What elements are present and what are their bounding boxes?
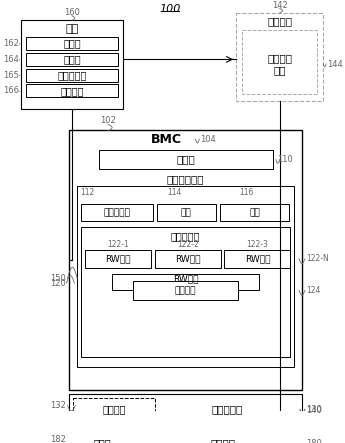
Text: 内核: 内核	[181, 208, 192, 217]
Text: 服务模块: 服务模块	[175, 286, 196, 295]
Text: 132: 132	[50, 401, 66, 410]
Bar	[81, 204, 153, 221]
Text: 180: 180	[306, 439, 322, 443]
Text: 主机: 主机	[65, 24, 79, 34]
Bar	[236, 13, 323, 101]
Text: 102: 102	[100, 116, 116, 125]
Text: RW分区: RW分区	[173, 275, 198, 284]
Text: 根文件系统: 根文件系统	[171, 231, 200, 241]
Text: RW分区: RW分区	[245, 254, 270, 264]
Text: BMC: BMC	[151, 133, 182, 146]
Text: 162: 162	[3, 39, 19, 48]
Text: 130: 130	[306, 405, 322, 414]
Text: 122-2: 122-2	[177, 240, 198, 249]
Text: 122-N: 122-N	[306, 254, 328, 264]
Bar	[21, 20, 123, 109]
Bar	[26, 37, 118, 50]
Text: 144: 144	[327, 59, 343, 69]
Text: 更新部署
代理: 更新部署 代理	[267, 53, 292, 75]
Bar	[26, 53, 118, 66]
Bar	[73, 432, 131, 443]
Bar	[225, 249, 290, 268]
Text: 100: 100	[159, 4, 181, 14]
Text: 122-1: 122-1	[107, 240, 129, 249]
Bar	[112, 274, 259, 291]
Text: 122-3: 122-3	[246, 240, 268, 249]
Text: 易失存储器: 易失存储器	[212, 404, 243, 414]
Text: 150: 150	[50, 274, 66, 283]
Bar	[26, 85, 118, 97]
Bar	[151, 432, 295, 443]
Text: 配置: 配置	[249, 208, 260, 217]
Text: 120: 120	[50, 279, 66, 288]
Bar	[242, 30, 317, 94]
Text: 通信连接: 通信连接	[60, 86, 83, 96]
Bar	[155, 249, 220, 268]
Text: 计算设备: 计算设备	[267, 16, 292, 26]
Text: 存储器: 存储器	[63, 54, 81, 64]
Text: 165: 165	[3, 70, 19, 80]
Text: 164: 164	[3, 55, 19, 64]
Text: RW分区: RW分区	[175, 254, 200, 264]
Text: 112: 112	[80, 189, 94, 198]
Bar	[99, 150, 273, 169]
Text: 处理器: 处理器	[63, 39, 81, 49]
Bar	[81, 227, 290, 357]
Bar	[73, 398, 155, 420]
Bar	[69, 429, 302, 443]
Bar	[220, 204, 289, 221]
Text: 非易失存储器: 非易失存储器	[167, 174, 205, 184]
Bar	[157, 204, 216, 221]
Text: 142: 142	[272, 1, 287, 10]
Text: 140: 140	[306, 406, 322, 415]
Bar	[69, 130, 302, 390]
Text: 更新分区: 更新分区	[102, 404, 126, 414]
Text: 虚拟存储器: 虚拟存储器	[57, 70, 87, 80]
Bar	[26, 69, 118, 82]
Text: 160: 160	[64, 8, 80, 17]
Bar	[77, 186, 294, 366]
Text: 更新代理: 更新代理	[210, 439, 235, 443]
Text: 110: 110	[277, 155, 293, 164]
Text: 114: 114	[168, 189, 182, 198]
Text: 引导加载器: 引导加载器	[104, 208, 130, 217]
Text: 处理器: 处理器	[176, 155, 195, 165]
Text: 计时器: 计时器	[93, 439, 111, 443]
Text: RW分区: RW分区	[105, 254, 131, 264]
Text: 124: 124	[306, 286, 320, 295]
Text: 166: 166	[3, 86, 19, 95]
Bar	[85, 249, 151, 268]
Text: 116: 116	[239, 189, 254, 198]
Text: 104: 104	[200, 135, 216, 144]
Text: 182: 182	[50, 435, 66, 443]
Bar	[69, 394, 302, 424]
Bar	[134, 281, 238, 300]
